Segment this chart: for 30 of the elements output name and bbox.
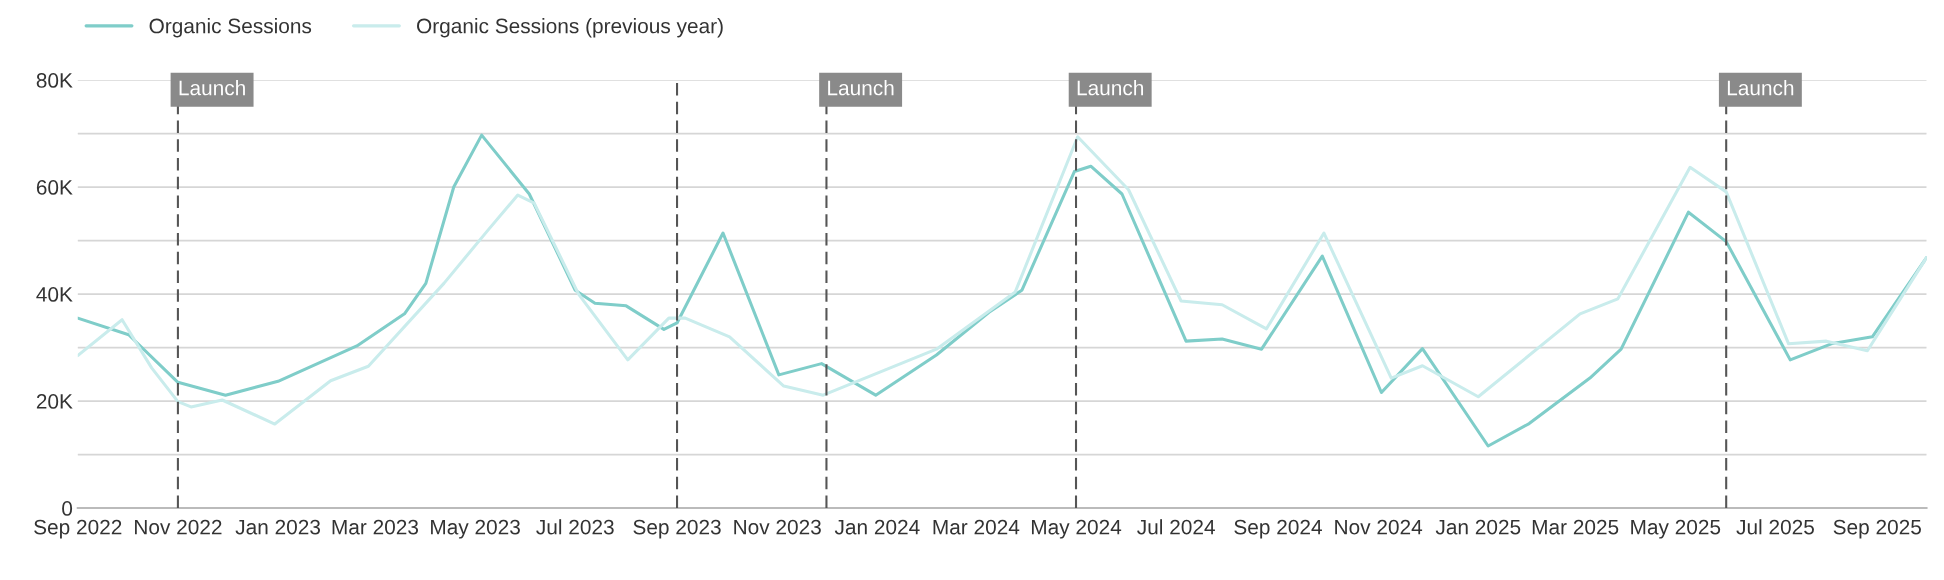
x-tick-label: Sep 2024 [1234,519,1322,539]
y-tick-label: 20K [36,394,73,409]
x-tick-label: May 2023 [431,519,520,539]
x-tick-label: Nov 2023 [734,519,821,535]
x-tick-label: Nov 2024 [1335,519,1423,535]
x-tick-label: Sep 2022 [34,519,122,539]
x-tick-label: May 2025 [1631,519,1721,539]
y-tick-label: 0 [62,501,73,516]
x-tick-label: May 2024 [1031,519,1122,539]
x-tick-label: Mar 2025 [1532,519,1619,535]
x-tick-label: Sep 2025 [1833,519,1921,539]
y-tick-label: 80K [36,73,73,88]
ref-line-label: Launch [179,80,245,96]
x-tick-label: Sep 2023 [633,519,721,539]
legend-label: Organic Sessions (previous year) [417,18,723,38]
ref-line-label: Launch [828,80,894,96]
x-tick-label: Nov 2022 [135,519,222,535]
ref-line-label: Launch [1077,80,1144,96]
x-tick-label: Jan 2024 [834,519,920,535]
x-tick-label: Jul 2023 [536,519,614,535]
x-tick-label: Jul 2024 [1137,519,1215,535]
x-tick-label: Jan 2025 [1435,519,1521,535]
x-tick-label: Mar 2023 [332,519,419,535]
y-tick-label: 40K [36,287,73,302]
x-tick-label: Jul 2025 [1736,519,1814,535]
x-tick-label: Jan 2023 [235,519,321,535]
legend-label: Organic Sessions [149,18,312,38]
y-tick-label: 60K [36,180,73,195]
x-tick-label: Mar 2024 [933,519,1020,535]
ref-line-label: Launch [1727,80,1794,96]
